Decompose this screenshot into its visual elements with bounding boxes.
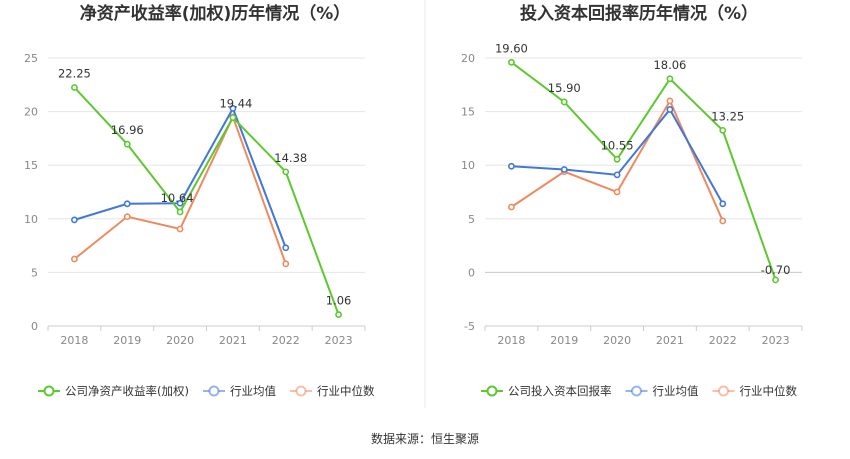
roic-legend-label: 行业均值 — [653, 384, 699, 398]
roic-series-point-2 — [666, 97, 674, 105]
roe-xtick-label: 2018 — [60, 334, 88, 347]
roe-series-point-2 — [282, 260, 290, 268]
roe-series-point-0 — [229, 114, 237, 122]
roe-series-point-0 — [71, 84, 78, 91]
roe-xtick-label: 2021 — [219, 334, 247, 347]
roic-data-label: 13.25 — [711, 109, 744, 123]
roe-ytick-label: 0 — [31, 320, 38, 333]
roic-xtick-label: 2020 — [603, 334, 631, 347]
roic-series-point-1 — [560, 166, 568, 173]
roe-data-label: 10.64 — [161, 191, 194, 205]
roic-series-point-1 — [719, 200, 727, 208]
roe-series-point-2 — [176, 225, 184, 233]
roic-legend-label: 公司投入资本回报率 — [508, 384, 612, 398]
roic-series-point-0 — [560, 98, 568, 106]
roe-series-point-1 — [71, 216, 78, 224]
roic-series-point-2 — [719, 217, 727, 225]
roe-series-point-0 — [282, 168, 290, 176]
roic-xtick-label: 2019 — [550, 334, 578, 347]
roe-series-line-0 — [73, 86, 340, 315]
roic-series-line-0 — [510, 61, 777, 281]
roic-ytick-label: 20 — [461, 52, 475, 65]
roe-chart-title: 净资产收益率(加权)历年情况（%） — [80, 3, 351, 24]
roic-xtick-label: 2023 — [762, 334, 790, 347]
roe-xtick-label: 2023 — [325, 334, 353, 347]
roe-series-point-0 — [176, 208, 184, 216]
roic-legend-label: 行业中位数 — [740, 384, 798, 398]
roe-data-label: 14.38 — [274, 151, 307, 165]
roe-series-point-2 — [123, 213, 131, 221]
roe-series-point-1 — [229, 104, 237, 112]
roe-xtick-label: 2020 — [166, 334, 194, 347]
roic-xtick-label: 2022 — [709, 334, 737, 347]
roic-series-point-0 — [666, 75, 674, 83]
roic-ytick-label: -5 — [464, 320, 475, 333]
roic-chart: 投入资本回报率历年情况（%） -5 0 5 10 15 20 2018 2019 2020 202… — [461, 3, 803, 398]
roic-series-point-0 — [772, 276, 779, 284]
roe-ytick-label: 15 — [24, 159, 38, 172]
roe-legend-label: 行业均值 — [230, 384, 276, 398]
roe-ytick-label: 20 — [24, 106, 38, 119]
roe-series-point-1 — [282, 244, 290, 252]
roic-data-label: 15.90 — [548, 81, 581, 95]
roic-xtick-label: 2021 — [656, 334, 684, 347]
roic-series-point-1 — [666, 106, 674, 113]
roic-xtick-label: 2018 — [497, 334, 525, 347]
roic-legend-swatch-marker — [486, 385, 498, 397]
roe-data-label: 1.06 — [326, 294, 352, 308]
roic-series-point-2 — [613, 188, 621, 196]
roe-ytick-label: 5 — [31, 266, 38, 279]
roic-series-point-0 — [613, 155, 621, 163]
roe-series-point-1 — [123, 200, 131, 208]
roic-series-point-1 — [613, 171, 621, 179]
roic-series-point-0 — [719, 126, 727, 134]
roe-legend-label: 公司净资产收益率(加权) — [65, 384, 189, 398]
roic-data-label: 19.60 — [495, 41, 528, 55]
roic-data-label: -0.70 — [761, 263, 791, 277]
roe-legend-swatch-marker — [208, 385, 220, 397]
roe-ytick-label: 10 — [24, 213, 38, 226]
roic-chart-title: 投入资本回报率历年情况（%） — [520, 3, 758, 24]
roe-data-label: 16.96 — [111, 123, 144, 137]
roic-ytick-label: 5 — [468, 213, 475, 226]
roic-legend-swatch-marker — [718, 385, 729, 397]
roe-series-point-2 — [71, 255, 78, 263]
roic-series-point-2 — [508, 203, 515, 211]
roe-data-label: 19.44 — [219, 97, 252, 111]
roe-series-point-1 — [176, 199, 184, 207]
roic-data-label: 10.55 — [601, 138, 634, 152]
roe-ytick-label: 25 — [24, 52, 38, 65]
roe-xtick-label: 2022 — [272, 334, 300, 347]
roe-series-point-0 — [335, 311, 342, 319]
data-source-label: 数据来源：恒生聚源 — [371, 431, 479, 446]
roe-series-point-0 — [123, 140, 131, 148]
roe-data-label: 22.25 — [58, 66, 91, 80]
roic-series-point-0 — [508, 58, 515, 66]
roe-legend-swatch-marker — [295, 385, 307, 397]
roic-ytick-label: 10 — [461, 159, 475, 172]
roe-legend-swatch-marker — [43, 385, 55, 397]
roe-xtick-label: 2019 — [113, 334, 141, 347]
roe-chart: 净资产收益率(加权)历年情况（%） 0 5 10 15 20 25 2018 2019 2020… — [24, 3, 375, 398]
roic-legend-swatch-marker — [631, 385, 642, 397]
roic-data-label: 18.06 — [653, 58, 686, 72]
roic-ytick-label: 15 — [461, 106, 475, 119]
roe-legend-label: 行业中位数 — [317, 384, 375, 398]
roic-series-point-1 — [508, 162, 515, 170]
roic-ytick-label: 0 — [468, 266, 475, 279]
